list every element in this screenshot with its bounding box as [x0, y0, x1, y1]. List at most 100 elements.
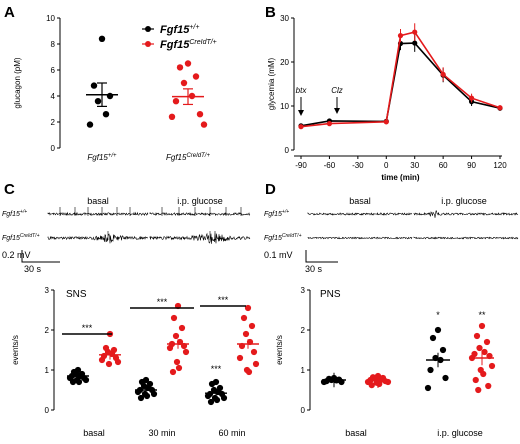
b-point-cre — [383, 119, 389, 125]
b-point-cre — [298, 124, 304, 130]
legend: Fgf15+/+ Fgf15CreIdT/+ — [142, 24, 217, 51]
a-point-cre — [200, 121, 208, 128]
a-y-tick-label: 2 — [51, 118, 56, 127]
c-rec-label-basal: basal — [87, 196, 109, 206]
a-xlabel-wt-sup: +/+ — [108, 153, 117, 159]
b-x-tick-label: 60 — [439, 161, 448, 170]
c-point-wt — [204, 392, 212, 400]
d-point-cre — [488, 362, 496, 370]
b-arrowhead-clz — [334, 108, 340, 114]
panel-letter-b: B — [265, 4, 276, 21]
c-point-cre — [169, 368, 177, 376]
a-point-cre — [168, 113, 176, 121]
a-point-wt — [98, 35, 106, 42]
a-point-wt — [90, 82, 98, 89]
b-x-tick-label: 0 — [384, 161, 389, 170]
panel-letter-d: D — [265, 181, 276, 198]
b-point-cre — [440, 71, 446, 77]
d-point-cre — [384, 378, 392, 386]
b-x-tick-label: 30 — [410, 161, 419, 170]
c-point-wt — [220, 394, 228, 402]
a-point-wt — [86, 121, 94, 128]
legend-cre-sup: CreIdT/+ — [189, 39, 216, 46]
d-trace-cre-glucose — [413, 236, 519, 240]
b-x-tick-label: -30 — [352, 161, 364, 170]
c-x-category-label: basal — [83, 428, 105, 438]
c-title: SNS — [66, 289, 87, 300]
c-point-cre — [172, 332, 180, 340]
d-trace-label-wt-sup: +/+ — [282, 209, 289, 215]
d-trace-label-wt-base: Fgf15 — [264, 211, 282, 218]
d-point-cre — [376, 380, 383, 388]
panel-letter-a: A — [4, 4, 15, 21]
a-y-tick-label: 10 — [46, 14, 55, 23]
a-xlabel-wt-base: Fgf15 — [87, 153, 108, 162]
legend-cre-marker — [145, 41, 151, 47]
d-x-category-label: basal — [345, 428, 367, 438]
a-point-wt — [106, 92, 114, 100]
b-y-tick-label: 0 — [285, 146, 290, 155]
c-point-cre — [245, 368, 253, 376]
b-point-cre — [326, 121, 333, 127]
b-point-cre — [397, 33, 404, 39]
c-point-wt — [213, 396, 221, 404]
b-y-tick-label: 30 — [280, 14, 289, 23]
b-series-line-cre — [300, 31, 501, 128]
c-point-wt — [207, 398, 215, 406]
legend-cre-label: Fgf15CreIdT/+ — [160, 39, 217, 51]
c-significance-label: *** — [82, 323, 93, 333]
c-significance-label: *** — [211, 364, 222, 374]
d-trace-label-cre: Fgf15CreIdT/+ — [264, 233, 302, 242]
d-trace-label-cre-sup: CreIdT/+ — [282, 233, 302, 239]
a-y-tick-label: 8 — [51, 40, 56, 49]
c-trace-wt-basal — [47, 207, 149, 217]
a-y-tick-label: 0 — [51, 144, 56, 153]
d-point-wt — [434, 326, 442, 334]
d-x-category-label: i.p. glucose — [437, 428, 483, 438]
d-title: PNS — [320, 289, 341, 300]
b-x-tick-label: 90 — [467, 161, 476, 170]
c-point-cre — [173, 358, 181, 366]
c-point-cre — [252, 360, 260, 368]
c-point-cre — [182, 348, 190, 356]
c-trace-cre-basal — [47, 231, 148, 244]
d-y-tick-label: 2 — [301, 326, 306, 335]
d-trace-wt-glucose — [413, 210, 519, 218]
c-point-cre — [98, 356, 106, 364]
b-point-wt — [412, 40, 418, 46]
c-significance-label: *** — [157, 297, 168, 307]
c-point-cre — [178, 324, 186, 332]
d-point-cre — [472, 376, 479, 384]
d-y-tick-label: 1 — [301, 366, 306, 375]
b-y-tick-label: 10 — [280, 102, 289, 111]
panel-letter-c: C — [4, 181, 15, 198]
c-trace-label-cre-sup: CreIdT/+ — [20, 233, 40, 239]
c-point-cre — [175, 364, 183, 372]
b-ylabel: glycemia (mM) — [267, 57, 276, 110]
a-point-cre — [192, 73, 200, 80]
c-trace-label-cre: Fgf15CreIdT/+ — [2, 233, 40, 242]
c-recordings: basal i.p. glucose Fgf15+/+ Fgf15CreIdT/… — [2, 196, 251, 274]
c-point-wt — [69, 378, 77, 386]
c-trace-cre-glucose — [149, 231, 251, 244]
d-trace-cre-basal — [307, 236, 413, 240]
d-point-wt — [439, 346, 447, 354]
c-point-cre — [240, 314, 248, 322]
d-point-wt — [427, 366, 434, 374]
d-point-cre — [476, 344, 483, 352]
b-x-tick-label: 120 — [493, 161, 507, 170]
c-y-tick-label: 3 — [45, 286, 50, 295]
d-recordings: basal i.p. glucose Fgf15+/+ Fgf15CreIdT/… — [264, 196, 519, 274]
a-xlabel-cre-sup: CreIdT/+ — [186, 153, 210, 159]
c-point-wt — [75, 378, 83, 386]
c-point-cre — [105, 360, 113, 368]
legend-wt-marker — [145, 26, 151, 32]
d-trace-label-cre-base: Fgf15 — [264, 235, 282, 242]
c-point-wt — [150, 390, 158, 398]
c-point-cre — [244, 304, 252, 312]
c-point-wt — [82, 376, 90, 384]
b-x-tick-label: -60 — [324, 161, 336, 170]
d-point-cre — [368, 382, 375, 389]
